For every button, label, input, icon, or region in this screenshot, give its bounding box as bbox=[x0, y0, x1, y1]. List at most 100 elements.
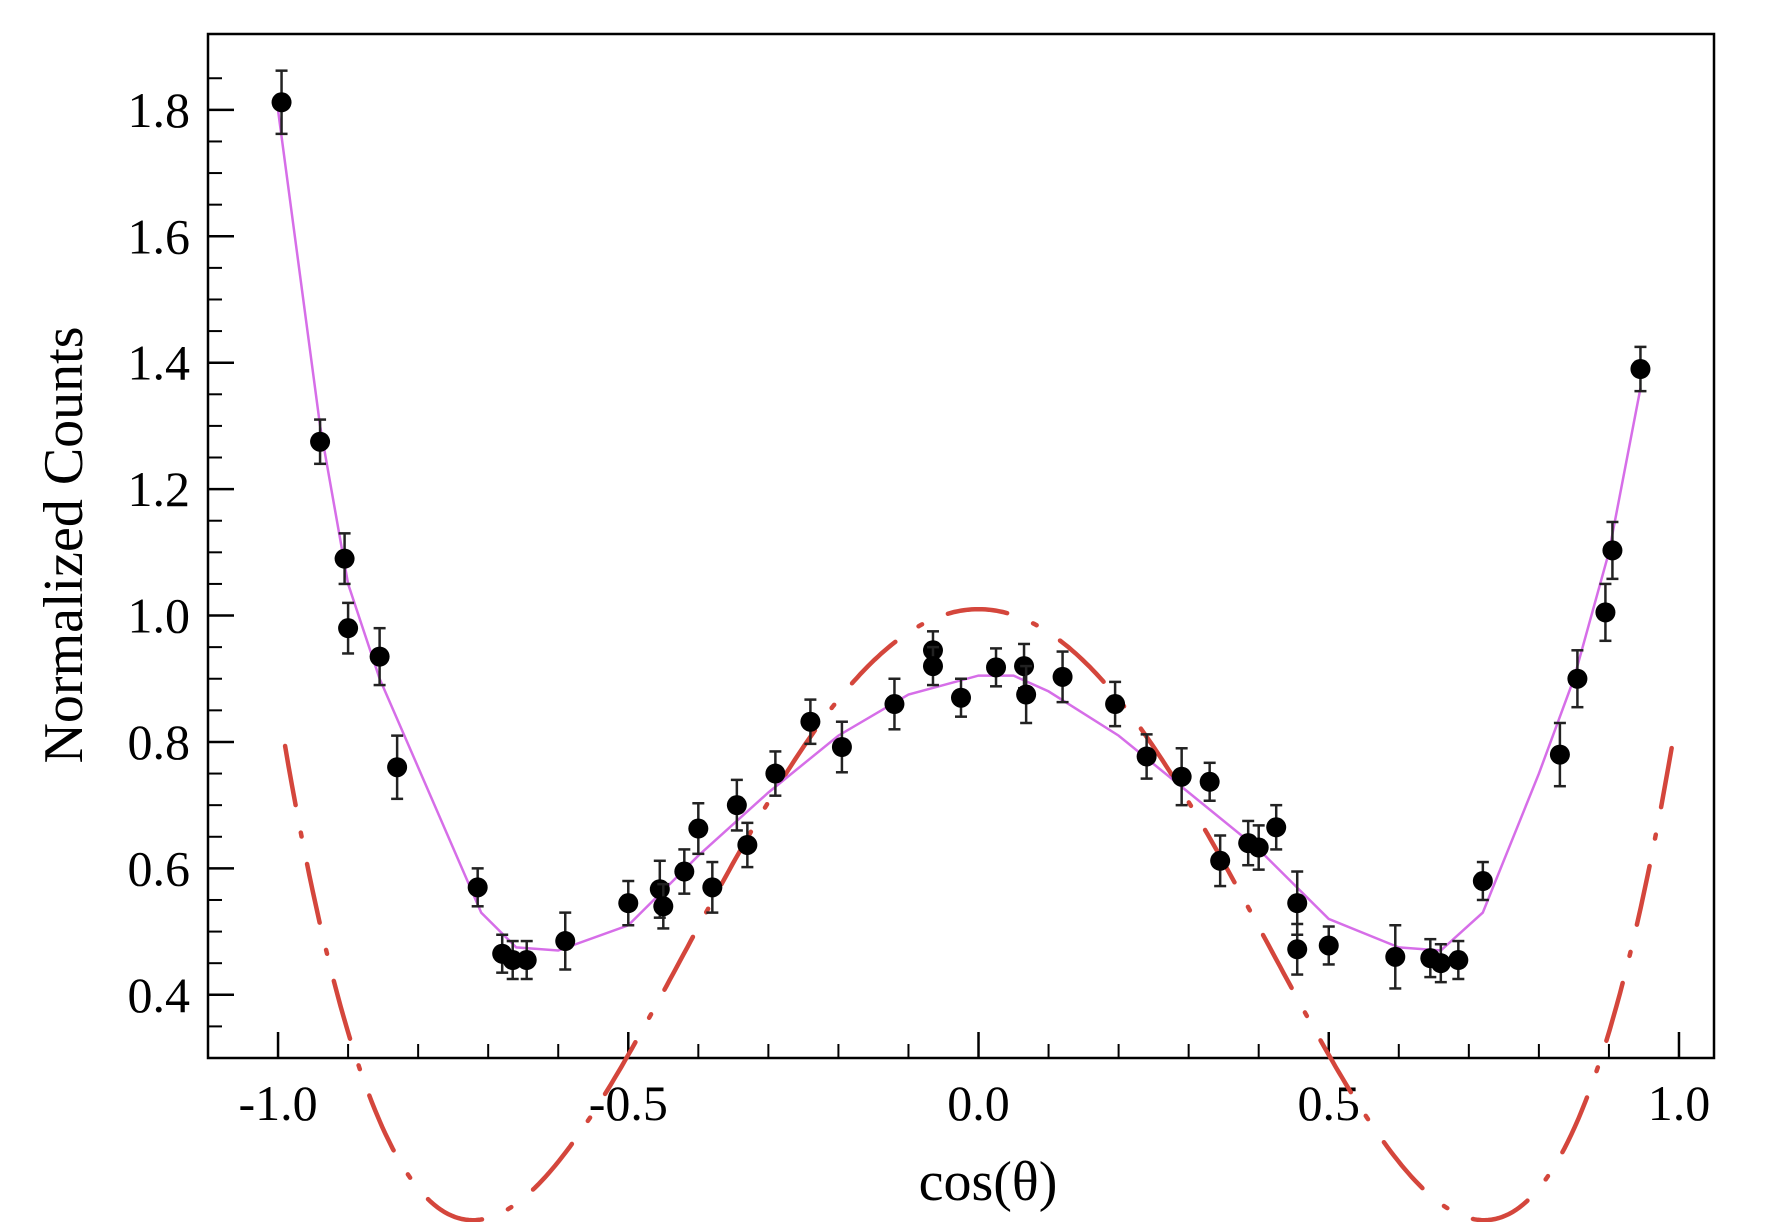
data-point bbox=[1199, 761, 1220, 802]
data-marker bbox=[674, 861, 695, 882]
fit-curves bbox=[276, 109, 1675, 1222]
data-point bbox=[1210, 834, 1231, 888]
data-point bbox=[702, 860, 723, 914]
data-points bbox=[271, 69, 1651, 990]
data-marker bbox=[1199, 771, 1220, 792]
data-marker bbox=[1602, 540, 1623, 561]
data-point bbox=[986, 647, 1007, 688]
data-point bbox=[800, 698, 821, 746]
x-axis-ticks bbox=[276, 1032, 1681, 1058]
data-marker bbox=[1549, 744, 1570, 765]
data-marker bbox=[800, 711, 821, 732]
data-point bbox=[1385, 924, 1406, 990]
fit-curve-dash-dot bbox=[282, 606, 1675, 1222]
data-marker bbox=[1105, 694, 1126, 715]
data-point bbox=[1567, 649, 1588, 709]
x-tick-label: -0.5 bbox=[589, 1075, 668, 1131]
data-marker bbox=[1248, 837, 1269, 858]
x-tick-label: 0.5 bbox=[1297, 1075, 1360, 1131]
data-marker bbox=[338, 618, 359, 639]
data-marker bbox=[1472, 871, 1493, 892]
data-point bbox=[1472, 860, 1493, 902]
y-axis-ticks bbox=[208, 77, 234, 1028]
data-point bbox=[922, 645, 943, 687]
data-point bbox=[387, 734, 408, 801]
data-point bbox=[1602, 520, 1623, 581]
data-point bbox=[338, 601, 359, 655]
data-point bbox=[1630, 345, 1651, 393]
data-marker bbox=[1136, 746, 1157, 767]
x-tick-label: -1.0 bbox=[238, 1075, 317, 1131]
plot-frame bbox=[206, 32, 1716, 1060]
x-axis-label: cos(θ) bbox=[919, 1151, 1058, 1213]
data-point bbox=[618, 879, 639, 927]
data-marker bbox=[986, 657, 1007, 678]
y-tick-label: 1.2 bbox=[128, 461, 191, 517]
data-marker bbox=[737, 834, 758, 855]
y-tick-label: 1.4 bbox=[128, 335, 191, 391]
data-point bbox=[1136, 733, 1157, 780]
data-point bbox=[1287, 922, 1308, 976]
data-point bbox=[555, 911, 576, 971]
data-marker bbox=[726, 795, 747, 816]
data-marker bbox=[1567, 668, 1588, 689]
data-point bbox=[765, 750, 786, 797]
x-tick-label: 1.0 bbox=[1648, 1075, 1711, 1131]
data-marker bbox=[653, 896, 674, 917]
data-point bbox=[1448, 939, 1469, 981]
data-point bbox=[1430, 942, 1451, 984]
data-marker bbox=[1210, 850, 1231, 871]
data-marker bbox=[702, 877, 723, 898]
y-axis-tick-labels: 0.4 0.6 0.8 1.0 1.2 1.4 1.6 1.8 bbox=[128, 82, 191, 1023]
data-point bbox=[884, 677, 905, 731]
fit-curve-solid bbox=[276, 109, 1642, 952]
data-marker bbox=[922, 656, 943, 677]
data-point bbox=[1595, 582, 1616, 643]
data-marker bbox=[1430, 953, 1451, 974]
data-point bbox=[1171, 747, 1192, 807]
data-marker bbox=[688, 818, 709, 839]
data-marker bbox=[1052, 666, 1073, 687]
data-point bbox=[516, 939, 537, 981]
data-point bbox=[831, 720, 852, 774]
data-point bbox=[674, 848, 695, 895]
data-point bbox=[951, 677, 971, 718]
data-marker bbox=[310, 431, 331, 452]
y-tick-label: 1.6 bbox=[128, 208, 191, 264]
data-marker bbox=[618, 893, 639, 914]
data-point bbox=[726, 778, 747, 832]
data-marker bbox=[1385, 946, 1406, 967]
data-point bbox=[1549, 721, 1570, 788]
x-axis-tick-labels: -1.0 -0.5 0.0 0.5 1.0 bbox=[238, 1075, 1710, 1131]
data-marker bbox=[271, 92, 292, 113]
data-marker bbox=[1630, 359, 1651, 380]
data-point bbox=[1016, 664, 1037, 725]
x-tick-label: 0.0 bbox=[947, 1075, 1010, 1131]
y-tick-label: 0.8 bbox=[128, 714, 191, 770]
data-point bbox=[1248, 824, 1269, 871]
data-marker bbox=[502, 950, 523, 971]
data-marker bbox=[1287, 939, 1308, 960]
data-point bbox=[737, 821, 758, 869]
data-marker bbox=[884, 694, 905, 715]
data-marker bbox=[1171, 766, 1192, 787]
y-tick-label: 1.0 bbox=[128, 588, 191, 644]
data-marker bbox=[555, 931, 576, 952]
data-marker bbox=[1016, 684, 1037, 705]
data-marker bbox=[951, 687, 971, 708]
data-point bbox=[271, 69, 292, 136]
data-point bbox=[334, 532, 355, 586]
data-marker bbox=[1595, 602, 1616, 623]
data-marker bbox=[831, 737, 852, 758]
data-marker bbox=[387, 757, 408, 778]
data-marker bbox=[1318, 935, 1339, 956]
data-marker bbox=[649, 879, 670, 900]
data-marker bbox=[1266, 817, 1287, 838]
data-point bbox=[467, 867, 488, 908]
data-marker bbox=[467, 877, 488, 898]
data-point bbox=[1318, 925, 1339, 966]
data-marker bbox=[516, 950, 537, 971]
y-tick-label: 0.6 bbox=[128, 840, 191, 896]
data-marker bbox=[334, 548, 355, 569]
